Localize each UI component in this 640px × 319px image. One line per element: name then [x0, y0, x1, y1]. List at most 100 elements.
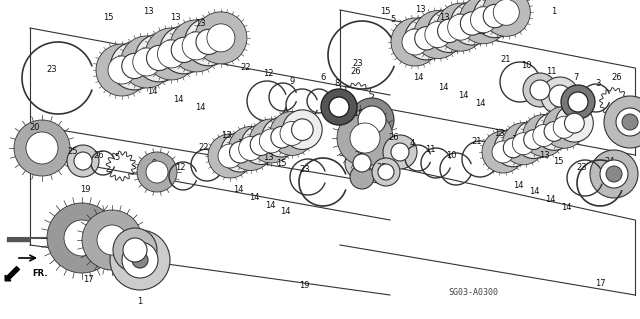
Text: 13: 13 [262, 152, 273, 161]
Circle shape [250, 119, 293, 163]
Circle shape [544, 122, 564, 141]
Circle shape [350, 98, 394, 142]
Text: 9: 9 [289, 78, 294, 86]
Text: 14: 14 [513, 181, 524, 189]
Circle shape [350, 165, 374, 189]
Text: 10: 10 [521, 61, 531, 70]
Text: 23: 23 [577, 164, 588, 173]
Text: 23: 23 [47, 65, 58, 75]
Text: 24: 24 [355, 164, 365, 173]
Circle shape [460, 12, 484, 35]
Circle shape [241, 125, 281, 165]
Text: 14: 14 [561, 203, 572, 211]
Circle shape [530, 80, 550, 100]
Circle shape [425, 22, 451, 48]
Text: 15: 15 [553, 158, 563, 167]
Text: 25: 25 [68, 147, 78, 157]
Circle shape [503, 138, 523, 158]
Circle shape [622, 114, 638, 130]
Circle shape [122, 242, 158, 278]
Text: 14: 14 [173, 94, 183, 103]
Text: 13: 13 [221, 131, 231, 140]
Circle shape [271, 126, 292, 148]
Text: 13: 13 [415, 5, 426, 14]
Circle shape [26, 132, 58, 164]
Circle shape [474, 0, 516, 38]
Text: 18: 18 [353, 108, 364, 117]
Text: 13: 13 [170, 13, 180, 23]
Circle shape [195, 12, 247, 64]
Circle shape [182, 32, 210, 60]
Circle shape [590, 150, 638, 198]
Circle shape [147, 45, 172, 70]
Text: 25: 25 [377, 164, 387, 173]
Text: 12: 12 [263, 70, 273, 78]
Text: 20: 20 [29, 123, 40, 132]
Circle shape [345, 146, 379, 180]
Circle shape [358, 106, 386, 134]
Circle shape [523, 73, 557, 107]
Circle shape [604, 96, 640, 148]
Text: 15: 15 [380, 8, 390, 17]
Circle shape [414, 11, 462, 59]
Text: 10: 10 [445, 152, 456, 160]
Circle shape [391, 18, 439, 66]
Circle shape [157, 40, 186, 68]
Circle shape [208, 134, 252, 178]
Text: 15: 15 [276, 160, 286, 168]
Text: 4: 4 [410, 139, 415, 149]
Text: 13: 13 [493, 129, 504, 137]
Circle shape [553, 116, 575, 138]
Text: 19: 19 [299, 280, 309, 290]
Text: 14: 14 [475, 100, 485, 108]
Circle shape [280, 122, 304, 145]
Circle shape [483, 4, 507, 28]
Text: 13: 13 [511, 136, 522, 145]
Text: 6: 6 [320, 73, 326, 83]
Text: 24: 24 [605, 158, 615, 167]
Text: 14: 14 [529, 188, 540, 197]
Circle shape [383, 135, 417, 169]
Circle shape [541, 77, 579, 115]
Circle shape [492, 141, 514, 163]
Circle shape [568, 92, 588, 112]
Text: 1: 1 [552, 8, 557, 17]
Text: 12: 12 [175, 162, 185, 172]
Circle shape [145, 28, 198, 80]
Circle shape [14, 120, 70, 176]
Text: 13: 13 [143, 8, 154, 17]
Text: 22: 22 [241, 63, 252, 72]
Text: 8: 8 [334, 79, 340, 88]
Circle shape [447, 14, 474, 40]
Circle shape [321, 89, 357, 125]
Circle shape [239, 137, 262, 160]
Circle shape [97, 225, 127, 255]
Text: 14: 14 [195, 102, 205, 112]
Circle shape [616, 108, 640, 136]
Circle shape [482, 131, 524, 173]
Circle shape [460, 0, 508, 44]
Text: FR.: FR. [32, 269, 47, 278]
Circle shape [82, 210, 142, 270]
Circle shape [470, 7, 497, 33]
Circle shape [513, 133, 534, 155]
Circle shape [170, 20, 222, 72]
Text: 14: 14 [233, 186, 243, 195]
Text: 26: 26 [612, 73, 622, 83]
Circle shape [172, 37, 196, 63]
Circle shape [207, 24, 235, 52]
Text: 15: 15 [103, 13, 113, 23]
Circle shape [270, 111, 314, 155]
Circle shape [524, 130, 543, 150]
Text: 14: 14 [147, 86, 157, 95]
Circle shape [549, 85, 571, 107]
Circle shape [292, 119, 313, 140]
Circle shape [262, 117, 301, 157]
Text: 21: 21 [472, 137, 483, 145]
Circle shape [606, 166, 622, 182]
Text: 13: 13 [459, 19, 469, 28]
Text: 13: 13 [251, 145, 261, 154]
Text: 14: 14 [413, 73, 423, 83]
Circle shape [250, 134, 272, 156]
Circle shape [96, 44, 148, 96]
